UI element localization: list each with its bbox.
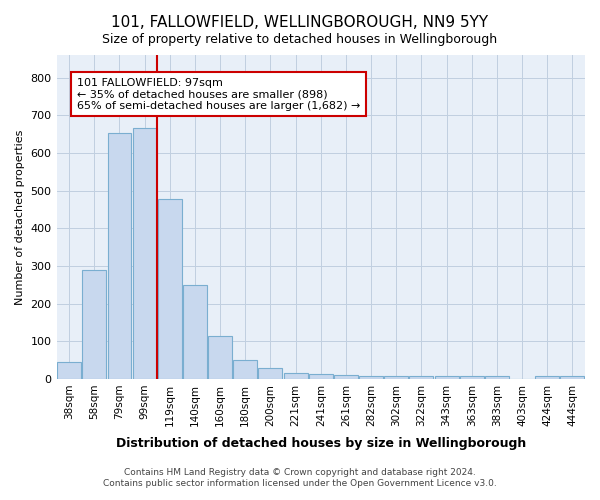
Bar	[208, 336, 232, 379]
Bar	[107, 134, 131, 379]
Bar	[409, 376, 433, 379]
Bar	[259, 368, 283, 379]
Bar	[133, 128, 157, 379]
Bar	[460, 376, 484, 379]
Bar	[485, 376, 509, 379]
Text: 101, FALLOWFIELD, WELLINGBOROUGH, NN9 5YY: 101, FALLOWFIELD, WELLINGBOROUGH, NN9 5Y…	[112, 15, 488, 30]
Bar	[560, 376, 584, 379]
Bar	[233, 360, 257, 379]
X-axis label: Distribution of detached houses by size in Wellingborough: Distribution of detached houses by size …	[116, 437, 526, 450]
Text: Contains HM Land Registry data © Crown copyright and database right 2024.
Contai: Contains HM Land Registry data © Crown c…	[103, 468, 497, 487]
Bar	[359, 376, 383, 379]
Bar	[535, 376, 559, 379]
Bar	[82, 270, 106, 379]
Bar	[434, 376, 458, 379]
Text: 101 FALLOWFIELD: 97sqm
← 35% of detached houses are smaller (898)
65% of semi-de: 101 FALLOWFIELD: 97sqm ← 35% of detached…	[77, 78, 360, 111]
Bar	[385, 376, 408, 379]
Text: Size of property relative to detached houses in Wellingborough: Size of property relative to detached ho…	[103, 32, 497, 46]
Bar	[334, 375, 358, 379]
Bar	[57, 362, 81, 379]
Bar	[183, 284, 207, 379]
Y-axis label: Number of detached properties: Number of detached properties	[15, 130, 25, 304]
Bar	[158, 199, 182, 379]
Bar	[284, 374, 308, 379]
Bar	[309, 374, 333, 379]
